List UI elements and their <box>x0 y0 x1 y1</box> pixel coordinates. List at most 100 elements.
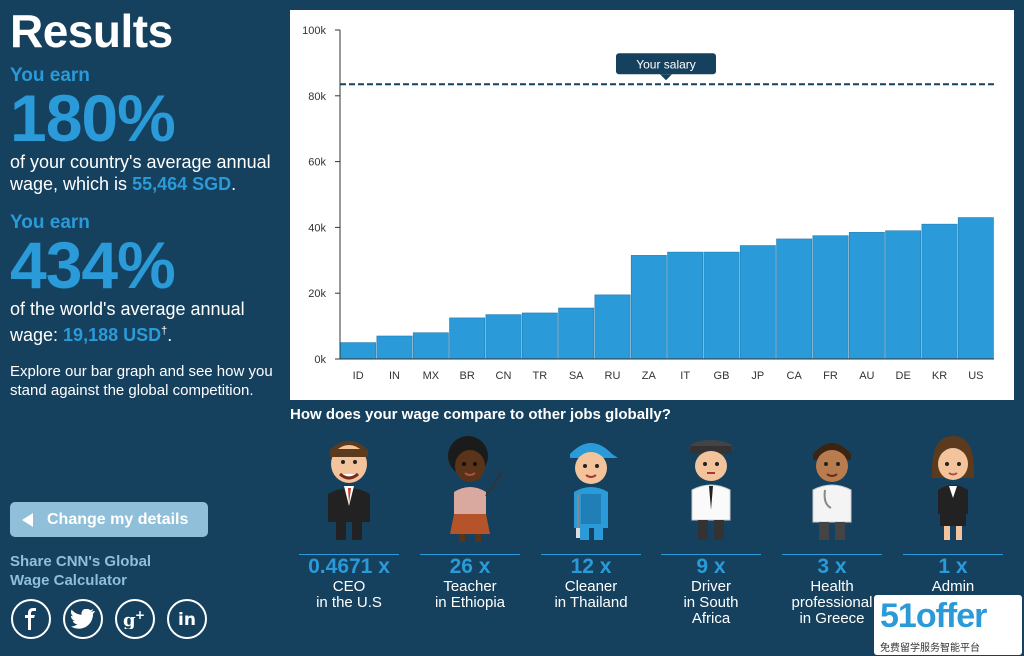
country-desc-text: of your country's average annual wage, w… <box>10 152 271 194</box>
teacher-figure-icon <box>420 432 520 544</box>
dagger-mark: † <box>161 325 168 337</box>
job-divider <box>782 554 882 555</box>
job-title: CEO <box>332 578 366 595</box>
job-title: Admin <box>931 578 975 595</box>
bar-br <box>449 317 486 360</box>
bar-ca <box>776 238 813 360</box>
world-you-earn: You earn <box>10 212 90 233</box>
x-tick-label: TR <box>532 370 547 382</box>
bar-fr <box>812 235 849 360</box>
job-location: in Thailand <box>554 594 628 611</box>
x-tick-label: IT <box>680 370 690 382</box>
results-panel: Results You earn 180% of your country's … <box>10 0 280 400</box>
x-tick-label: JP <box>751 370 764 382</box>
job-multiplier: 26 x <box>449 555 491 578</box>
x-tick-label: GB <box>714 370 730 382</box>
bar-de <box>885 230 922 360</box>
y-tick-label: 80k <box>308 91 326 103</box>
x-tick-label: SA <box>569 370 584 382</box>
job-title-line2: professional <box>791 594 873 611</box>
job-location-line2: Africa <box>691 610 731 627</box>
world-percent: 434% <box>10 228 176 302</box>
y-tick-label: 60k <box>308 157 326 169</box>
bar-jp <box>739 245 776 360</box>
world-stat: You earn 434% of the world's average ann… <box>10 213 280 346</box>
salary-tooltip-pointer <box>660 74 672 81</box>
svg-text:in: in <box>178 610 196 629</box>
x-tick-label: IN <box>389 370 400 382</box>
x-tick-label: BR <box>460 370 475 382</box>
page-title: Results <box>10 5 173 57</box>
world-amount: 19,188 USD <box>63 325 162 345</box>
cleaner-figure-icon <box>541 432 641 544</box>
bar-cn <box>485 314 522 360</box>
job-title: Cleaner <box>564 578 618 595</box>
facebook-icon[interactable] <box>11 599 51 639</box>
world-desc-end: . <box>167 325 173 345</box>
job-teacher: 26 x Teacher in Ethiopia <box>420 432 520 611</box>
job-divider <box>420 554 520 555</box>
job-multiplier: 3 x <box>817 555 847 578</box>
x-tick-label: MX <box>423 370 440 382</box>
job-multiplier: 12 x <box>570 555 612 578</box>
job-driver: 9 x Driver in South Africa <box>661 432 761 627</box>
change-details-button[interactable]: Change my details <box>10 502 208 537</box>
salary-tooltip-box <box>616 53 716 75</box>
job-health: 3 x Health professional in Greece <box>782 432 882 627</box>
y-tick-label: 40k <box>308 222 326 234</box>
country-amount: 55,464 SGD <box>132 174 232 194</box>
bar-mx <box>412 332 449 360</box>
job-ceo: 0.4671 x CEO in the U.S <box>299 432 399 611</box>
job-title: Teacher <box>443 578 497 595</box>
bar-id <box>340 342 377 360</box>
job-title: Health <box>810 578 854 595</box>
country-percent: 180% <box>10 81 176 155</box>
share-line-1: Share CNN's Global <box>10 553 152 570</box>
y-tick-label: 20k <box>308 288 326 300</box>
job-divider <box>541 554 641 555</box>
job-admin: 1 x Admin <box>903 432 1003 595</box>
bar-tr <box>521 312 558 360</box>
health-worker-figure-icon <box>782 432 882 544</box>
explore-text: Explore our bar graph and see how you st… <box>10 363 273 399</box>
x-tick-label: US <box>968 370 983 382</box>
share-text: Share CNN's Global Wage Calculator <box>10 552 151 590</box>
driver-figure-icon <box>661 432 761 544</box>
job-divider <box>661 554 761 555</box>
x-tick-label: KR <box>932 370 947 382</box>
bar-us <box>957 217 994 360</box>
job-divider <box>903 554 1003 555</box>
country-stat: You earn 180% of your country's average … <box>10 66 280 195</box>
salary-tooltip-label: Your salary <box>636 57 696 71</box>
watermark-logo: 51offer 免费留学服务智能平台 <box>874 595 1022 655</box>
x-tick-label: ID <box>353 370 364 382</box>
linkedin-icon[interactable]: in <box>167 599 207 639</box>
admin-figure-icon <box>903 432 1003 544</box>
x-tick-label: FR <box>823 370 838 382</box>
svg-text:+: + <box>135 609 145 622</box>
bar-kr <box>921 223 958 360</box>
job-multiplier: 0.4671 x <box>308 555 390 578</box>
job-location: in Ethiopia <box>434 594 506 611</box>
job-divider <box>299 554 399 555</box>
world-desc: of the world's average annual wage: 19,1… <box>10 298 280 346</box>
job-multiplier: 1 x <box>938 555 968 578</box>
y-tick-label: 100k <box>302 25 326 37</box>
watermark-subtitle: 免费留学服务智能平台 <box>880 643 980 654</box>
google-plus-icon[interactable]: g + <box>115 599 155 639</box>
watermark-title: 51offer <box>880 597 987 635</box>
job-title: Driver <box>691 578 731 595</box>
x-tick-label: ZA <box>642 370 657 382</box>
country-desc: of your country's average annual wage, w… <box>10 151 280 195</box>
x-tick-label: CA <box>787 370 803 382</box>
twitter-icon[interactable] <box>63 599 103 639</box>
bar-ru <box>594 294 631 360</box>
bar-au <box>848 232 885 360</box>
country-desc-end: . <box>231 174 237 194</box>
x-tick-label: CN <box>496 370 512 382</box>
compare-title: How does your wage compare to other jobs… <box>290 406 671 423</box>
y-tick-label: 0k <box>314 354 326 366</box>
wage-bar-chart: 0k 20k 40k 60k 80k 100k ID IN MX BR CN TR SA RU ZA IT GB… <box>290 10 1014 400</box>
svg-text:g: g <box>123 610 136 629</box>
bar-in <box>376 335 413 360</box>
